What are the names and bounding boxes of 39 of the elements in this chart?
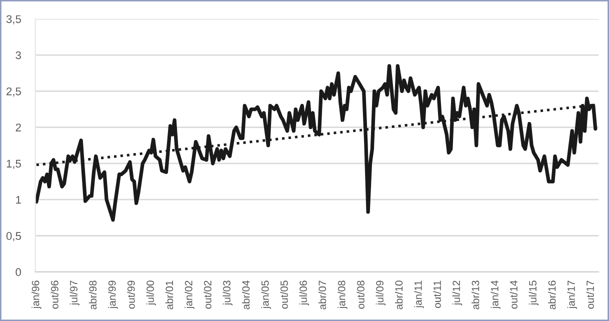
x-tick-label: jul/15 — [528, 280, 539, 306]
y-tick-label: 2,5 — [6, 87, 21, 97]
x-tick-label: abr/01 — [165, 280, 174, 310]
x-tick-label: jul/12 — [452, 280, 462, 306]
x-tick-label: out/02 — [204, 280, 212, 309]
x-tick-label: out/96 — [50, 280, 58, 309]
y-tick-label: 3 — [16, 51, 21, 60]
x-tick-label: jul/00 — [146, 280, 156, 306]
x-tick-label: abr/07 — [318, 280, 326, 310]
x-tick-label: jan/08 — [338, 280, 348, 309]
x-tick-label: abr/04 — [242, 280, 250, 310]
x-tick-label: jan/96 — [32, 280, 42, 309]
x-tick-label: jan/11 — [414, 280, 424, 308]
x-tick-label: jan/14 — [490, 280, 500, 309]
y-tick-label: 3,5 — [6, 15, 21, 24]
x-tick-label: jul/09 — [376, 280, 386, 306]
x-tick-label: out/99 — [127, 280, 135, 309]
x-tick-label: jul/97 — [70, 280, 80, 306]
x-tick-label: out/05 — [280, 280, 288, 309]
x-tick-label: jan/02 — [184, 280, 194, 309]
y-tick-label: 1 — [16, 196, 21, 204]
x-tick-label: jan/17 — [567, 280, 577, 309]
x-tick-label: abr/10 — [394, 280, 403, 310]
x-tick-label: jul/06 — [299, 280, 310, 306]
x-tick-label: out/14 — [510, 280, 518, 309]
x-tick-label: jul/03 — [222, 280, 232, 306]
x-tick-label: out/11 — [433, 280, 441, 308]
line-series — [35, 64, 598, 222]
x-tick-label: jan/05 — [261, 280, 271, 309]
y-tick-label: 0 — [16, 268, 21, 276]
y-tick-label: 1,5 — [6, 160, 21, 169]
y-tick-label: 2 — [16, 124, 21, 132]
x-tick-label: abr/98 — [88, 280, 97, 310]
x-tick-label: out/08 — [356, 280, 364, 309]
x-tick-label: abr/16 — [548, 280, 556, 310]
x-tick-label: abr/13 — [472, 280, 480, 310]
x-tick-label: out/17 — [586, 280, 594, 309]
x-tick-label: jan/99 — [108, 280, 118, 309]
y-tick-label: 0,5 — [6, 232, 21, 242]
